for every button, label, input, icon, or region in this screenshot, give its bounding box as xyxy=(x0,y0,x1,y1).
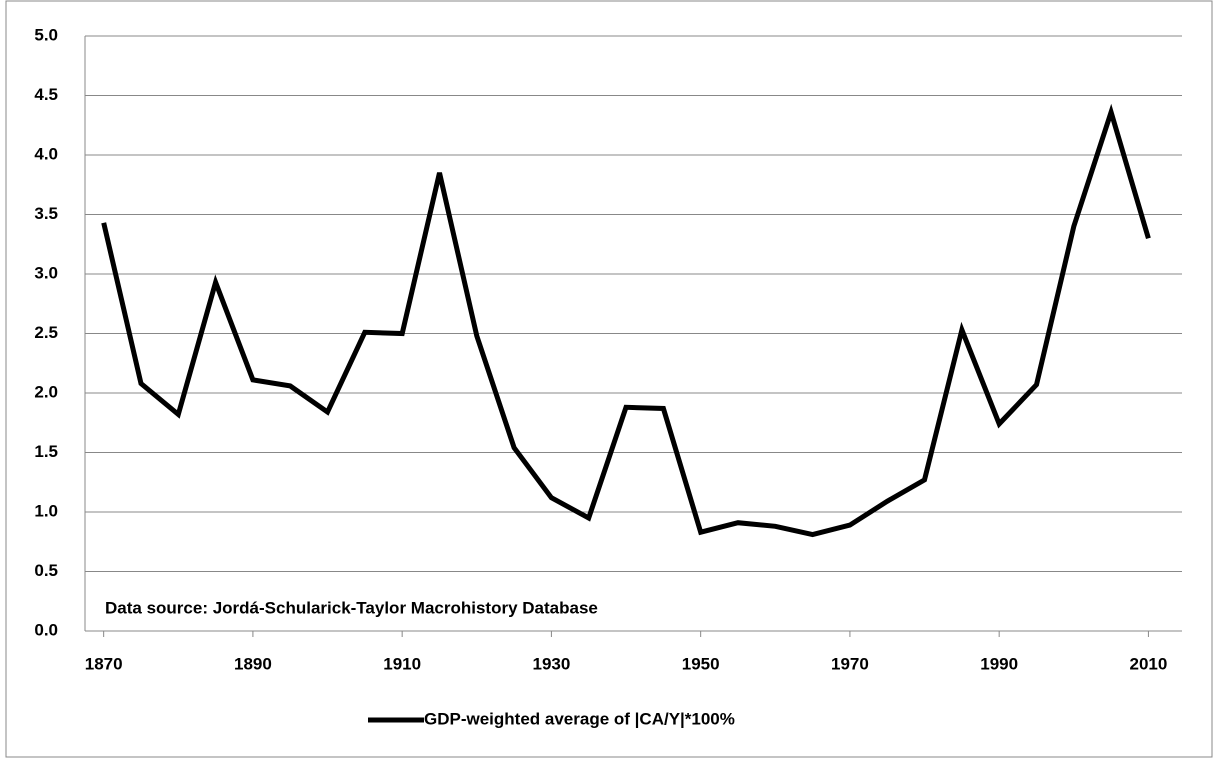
y-tick-label: 2.5 xyxy=(34,323,58,342)
y-tick-label: 5.0 xyxy=(34,25,58,44)
legend-label: GDP-weighted average of |CA/Y|*100% xyxy=(424,709,735,728)
y-tick-label: 4.5 xyxy=(34,85,58,104)
x-tick-label: 1950 xyxy=(682,654,720,673)
y-tick-label: 2.0 xyxy=(34,382,58,401)
x-tick-label: 1990 xyxy=(980,654,1018,673)
x-tick-label: 1930 xyxy=(532,654,570,673)
y-tick-label: 4.0 xyxy=(34,144,58,163)
x-tick-label: 1910 xyxy=(383,654,421,673)
y-tick-label: 1.5 xyxy=(34,442,58,461)
y-tick-label: 3.0 xyxy=(34,263,58,282)
y-tick-label: 0.0 xyxy=(34,620,58,639)
y-tick-label: 1.0 xyxy=(34,501,58,520)
x-tick-label: 2010 xyxy=(1130,654,1168,673)
x-tick-label: 1870 xyxy=(85,654,123,673)
x-tick-label: 1970 xyxy=(831,654,869,673)
x-tick-label: 1890 xyxy=(234,654,272,673)
annotation: Data source: Jordá-Schularick-Taylor Mac… xyxy=(105,598,598,617)
y-tick-label: 0.5 xyxy=(34,561,58,580)
series-line xyxy=(101,103,1151,538)
y-tick-label: 3.5 xyxy=(34,204,58,223)
